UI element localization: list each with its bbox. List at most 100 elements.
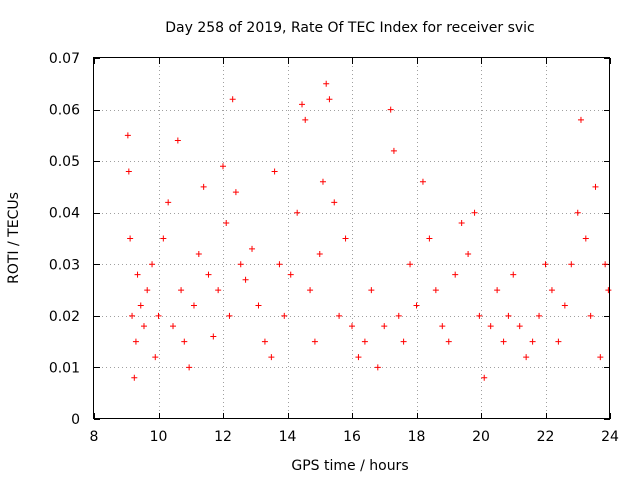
data-point bbox=[137, 302, 144, 309]
x-tick-label: 10 bbox=[150, 429, 168, 445]
data-point bbox=[574, 209, 581, 216]
data-point bbox=[582, 235, 589, 242]
data-point bbox=[374, 364, 381, 371]
data-point bbox=[268, 354, 275, 361]
data-point bbox=[229, 96, 236, 103]
x-axis-label: GPS time / hours bbox=[291, 458, 408, 474]
data-point bbox=[311, 338, 318, 345]
x-tick-label: 8 bbox=[90, 429, 99, 445]
data-point bbox=[561, 302, 568, 309]
y-tick-label: 0.01 bbox=[49, 360, 80, 376]
data-point bbox=[226, 312, 233, 319]
data-point bbox=[390, 147, 397, 154]
data-point bbox=[432, 287, 439, 294]
data-point bbox=[407, 261, 414, 268]
data-point bbox=[299, 101, 306, 108]
data-point bbox=[413, 302, 420, 309]
data-point bbox=[316, 250, 323, 257]
data-point bbox=[134, 271, 141, 278]
data-point bbox=[210, 333, 217, 340]
data-point bbox=[132, 338, 139, 345]
x-tick-label: 24 bbox=[601, 429, 619, 445]
y-tick-label: 0.06 bbox=[49, 103, 80, 119]
data-point bbox=[465, 250, 472, 257]
data-point bbox=[577, 116, 584, 123]
data-point bbox=[205, 271, 212, 278]
x-tick-label: 14 bbox=[279, 429, 297, 445]
data-point bbox=[426, 235, 433, 242]
data-point bbox=[368, 287, 375, 294]
data-point bbox=[361, 338, 368, 345]
y-tick-label: 0.07 bbox=[49, 51, 80, 67]
data-point bbox=[131, 374, 138, 381]
data-point bbox=[232, 189, 239, 196]
data-point bbox=[319, 178, 326, 185]
data-point bbox=[178, 287, 185, 294]
data-point bbox=[160, 235, 167, 242]
data-point bbox=[342, 235, 349, 242]
data-point bbox=[597, 354, 604, 361]
data-point bbox=[439, 323, 446, 330]
data-point bbox=[271, 168, 278, 175]
data-point bbox=[155, 312, 162, 319]
data-point bbox=[476, 312, 483, 319]
data-point bbox=[331, 199, 338, 206]
data-point bbox=[281, 312, 288, 319]
x-tick-label: 20 bbox=[472, 429, 490, 445]
data-point bbox=[395, 312, 402, 319]
data-point bbox=[249, 245, 256, 252]
data-point bbox=[471, 209, 478, 216]
data-point bbox=[336, 312, 343, 319]
y-tick-label: 0.02 bbox=[49, 309, 80, 325]
chart-title: Day 258 of 2019, Rate Of TEC Index for r… bbox=[165, 20, 535, 36]
x-tick-label: 16 bbox=[343, 429, 361, 445]
data-point bbox=[165, 199, 172, 206]
data-point bbox=[124, 132, 131, 139]
data-point bbox=[215, 287, 222, 294]
data-point bbox=[536, 312, 543, 319]
data-point bbox=[190, 302, 197, 309]
data-point bbox=[307, 287, 314, 294]
y-tick-labels: 0 0.01 0.02 0.03 0.04 0.05 0.06 0.07 bbox=[49, 51, 80, 428]
data-point bbox=[237, 261, 244, 268]
data-point bbox=[602, 261, 609, 268]
grid-lines bbox=[94, 58, 610, 419]
y-tick-label: 0 bbox=[71, 412, 80, 428]
data-point bbox=[568, 261, 575, 268]
plot-frame bbox=[93, 57, 610, 419]
data-point bbox=[302, 116, 309, 123]
data-point bbox=[494, 287, 501, 294]
data-point bbox=[500, 338, 507, 345]
x-tick-labels: 8 10 12 14 16 18 20 22 24 bbox=[90, 429, 619, 445]
data-point bbox=[542, 261, 549, 268]
data-point bbox=[505, 312, 512, 319]
data-point bbox=[487, 323, 494, 330]
data-point bbox=[220, 163, 226, 170]
data-point bbox=[242, 276, 249, 283]
data-point bbox=[605, 287, 612, 294]
data-point bbox=[149, 261, 156, 268]
data-point bbox=[326, 96, 333, 103]
data-point bbox=[452, 271, 459, 278]
data-point bbox=[592, 183, 599, 190]
data-point bbox=[129, 312, 136, 319]
data-point bbox=[127, 235, 134, 242]
data-point bbox=[125, 168, 132, 175]
x-tick-label: 18 bbox=[408, 429, 426, 445]
data-point bbox=[287, 271, 294, 278]
data-point bbox=[200, 183, 207, 190]
data-point bbox=[381, 323, 388, 330]
data-point bbox=[587, 312, 594, 319]
data-point bbox=[510, 271, 517, 278]
data-point bbox=[255, 302, 262, 309]
data-point bbox=[548, 287, 555, 294]
data-point bbox=[276, 261, 283, 268]
data-point bbox=[181, 338, 188, 345]
x-tick-label: 12 bbox=[214, 429, 232, 445]
y-axis-label: ROTI / TECUs bbox=[6, 192, 22, 284]
data-point bbox=[516, 323, 523, 330]
data-point bbox=[529, 338, 536, 345]
data-point bbox=[323, 80, 330, 87]
data-point bbox=[144, 287, 151, 294]
